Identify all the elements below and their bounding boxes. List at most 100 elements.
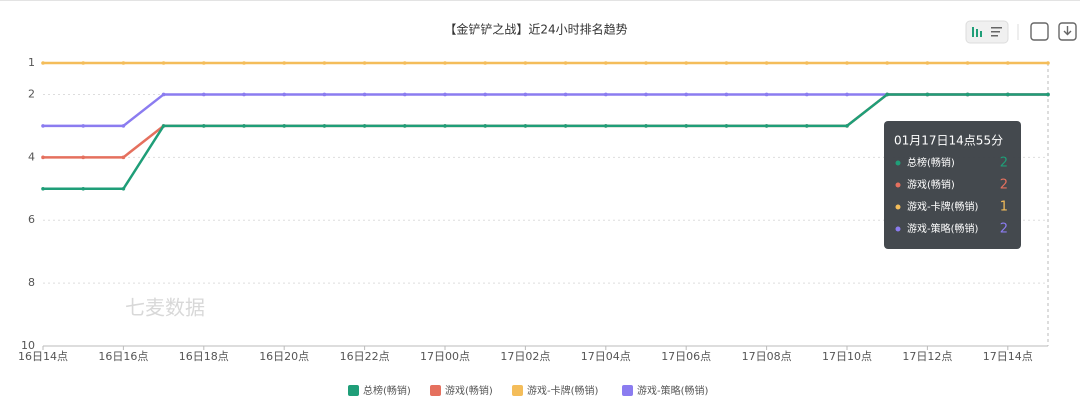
x-tick-label: 17日12点	[902, 350, 952, 363]
data-point	[563, 61, 568, 65]
x-tick-label: 16日22点	[340, 350, 390, 363]
data-point	[282, 92, 287, 97]
data-point	[403, 61, 407, 65]
data-point	[483, 124, 488, 128]
data-point	[322, 61, 327, 65]
data-point	[443, 61, 447, 65]
data-point	[242, 61, 246, 65]
legend-label: 游戏(畅销)	[445, 384, 493, 397]
data-point	[1006, 92, 1010, 97]
icon	[991, 27, 1002, 29]
data-point	[764, 92, 769, 97]
chart-type-toggle[interactable]	[965, 20, 1009, 44]
tooltip-series-name: 游戏-策略(畅销)	[907, 222, 979, 235]
data-point	[644, 61, 648, 65]
data-point	[1006, 61, 1010, 65]
data-point	[41, 155, 45, 160]
data-point	[202, 124, 206, 128]
data-point	[202, 92, 206, 97]
data-point	[362, 92, 367, 97]
data-point	[965, 92, 970, 97]
data-point	[845, 92, 849, 97]
data-point	[523, 124, 528, 128]
download-button[interactable]	[1058, 22, 1077, 41]
data-point	[764, 124, 769, 128]
data-point	[81, 61, 85, 65]
data-point	[523, 61, 528, 65]
data-point	[805, 61, 809, 65]
data-point	[362, 61, 367, 65]
icon	[976, 29, 978, 37]
data-point	[965, 61, 970, 65]
data-point	[1046, 92, 1050, 97]
data-point	[322, 124, 327, 128]
data-point	[604, 124, 608, 128]
data-point	[81, 155, 85, 160]
data-point	[724, 92, 729, 97]
series-line	[43, 93, 1048, 128]
series-line	[43, 93, 1048, 191]
data-point	[684, 124, 688, 128]
data-point	[282, 124, 287, 128]
tooltip-value: 1	[1000, 200, 1008, 215]
data-point	[644, 124, 648, 128]
tooltip-marker	[895, 204, 901, 210]
legend-swatch	[512, 385, 523, 396]
data-point	[925, 92, 930, 97]
data-point	[242, 124, 246, 128]
data-point	[81, 124, 85, 128]
tooltip-marker	[895, 226, 901, 232]
data-point	[443, 124, 447, 128]
tooltip-marker	[895, 182, 901, 188]
data-point	[41, 124, 45, 128]
tooltip-box	[884, 121, 1021, 249]
x-tick-label: 17日14点	[983, 350, 1033, 363]
data-point	[81, 186, 85, 191]
legend-swatch	[430, 385, 441, 396]
toolbar[interactable]	[965, 20, 1077, 44]
tooltip-series-name: 游戏(畅销)	[907, 178, 955, 191]
legend-label: 游戏-策略(畅销)	[637, 384, 709, 397]
tooltip-value: 2	[1000, 178, 1008, 193]
data-point	[161, 61, 166, 65]
data-point	[885, 92, 889, 97]
chart-title: 【金铲铲之战】近24小时排名趋势	[444, 22, 627, 37]
data-point	[764, 61, 769, 65]
data-point	[724, 124, 729, 128]
y-tick-label: 6	[28, 213, 35, 226]
data-point	[805, 92, 809, 97]
data-point	[242, 92, 246, 97]
data-point	[121, 155, 126, 160]
data-point	[161, 124, 166, 128]
x-tick-label: 17日02点	[500, 350, 550, 363]
data-point	[724, 61, 729, 65]
y-tick-label: 8	[28, 276, 35, 289]
data-point	[483, 92, 488, 97]
x-tick-label: 16日14点	[18, 350, 68, 363]
data-point	[121, 124, 126, 128]
legend-label: 总榜(畅销)	[363, 384, 411, 397]
y-tick-label: 2	[28, 87, 35, 100]
data-point	[885, 61, 889, 65]
y-tick-label: 10	[21, 339, 35, 352]
icon	[991, 31, 1000, 33]
save-image-button[interactable]	[1030, 22, 1049, 41]
legend-swatch	[348, 385, 359, 396]
data-point	[925, 61, 930, 65]
data-point	[483, 61, 488, 65]
data-point	[523, 92, 528, 97]
tooltip-series-name: 游戏-卡牌(畅销)	[907, 200, 979, 213]
legend-label: 游戏-卡牌(畅销)	[527, 384, 599, 397]
data-point	[443, 92, 447, 97]
data-point	[121, 61, 126, 65]
x-tick-label: 17日08点	[742, 350, 792, 363]
icon	[1063, 26, 1072, 36]
data-point	[684, 61, 688, 65]
data-point	[362, 124, 367, 128]
icon	[991, 35, 998, 37]
icon	[980, 31, 982, 37]
data-point	[41, 61, 45, 65]
x-tick-label: 17日06点	[661, 350, 711, 363]
data-point	[161, 92, 166, 97]
x-tick-label: 16日18点	[179, 350, 229, 363]
